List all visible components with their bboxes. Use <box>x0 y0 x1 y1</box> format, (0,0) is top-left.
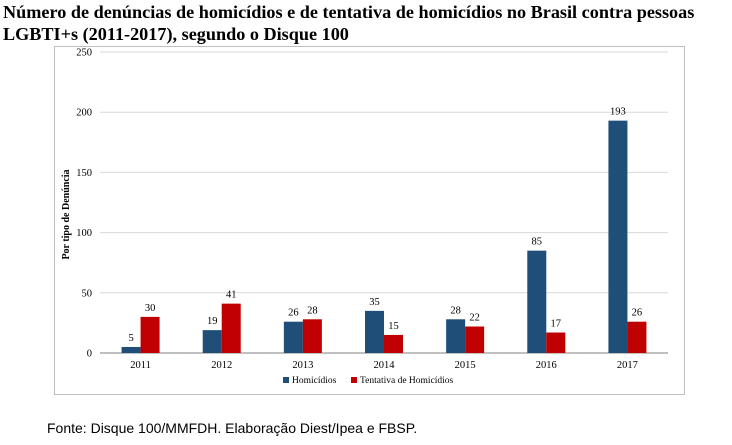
bar-homicidios <box>446 319 466 353</box>
bar-homicidios <box>365 310 384 353</box>
data-label: 26 <box>288 308 299 319</box>
legend-swatch <box>283 377 289 383</box>
bar-homicidios <box>202 330 222 353</box>
y-tick-label: 100 <box>76 228 92 239</box>
y-tick-label: 150 <box>76 168 92 179</box>
bar-tentativa <box>465 326 485 353</box>
bar-tentativa <box>302 319 322 353</box>
x-tick-label: 2016 <box>536 360 557 371</box>
data-label: 17 <box>551 319 562 330</box>
data-label: 28 <box>450 305 461 316</box>
legend-label: Tentativa de Homicídios <box>360 376 454 386</box>
y-tick-label: 250 <box>76 48 92 59</box>
bar-tentativa <box>546 332 566 353</box>
x-tick-label: 2011 <box>130 360 151 371</box>
data-label: 15 <box>388 321 399 332</box>
legend-label: Homicídios <box>292 376 337 386</box>
y-tick-label: 200 <box>76 108 92 119</box>
bar-tentativa <box>627 321 647 353</box>
bar-tentativa <box>384 334 403 353</box>
data-label: 22 <box>469 313 480 324</box>
data-label: 193 <box>610 107 626 118</box>
x-tick-label: 2015 <box>455 360 476 371</box>
x-tick-label: 2017 <box>617 360 638 371</box>
x-tick-label: 2014 <box>374 360 396 371</box>
bar-homicidios <box>527 250 547 353</box>
bar-tentativa <box>221 303 241 353</box>
data-label: 26 <box>632 308 643 319</box>
data-label: 85 <box>532 237 543 248</box>
data-label: 35 <box>369 297 380 308</box>
bar-tentativa <box>140 316 160 353</box>
chart-area <box>54 46 685 395</box>
y-axis-title: Por tipo de Denúncia <box>61 169 72 259</box>
bar-homicidios <box>608 120 628 354</box>
source-note: Fonte: Disque 100/MMFDH. Elaboração Dies… <box>47 420 418 436</box>
chart-title: Número de denúncias de homicídios e de t… <box>3 2 695 44</box>
data-label: 5 <box>128 333 133 344</box>
x-tick-label: 2012 <box>211 360 232 371</box>
data-label: 28 <box>307 305 318 316</box>
bar-homicidios <box>121 346 141 353</box>
y-tick-label: 50 <box>82 288 93 299</box>
y-tick-label: 0 <box>87 349 92 360</box>
x-tick-label: 2013 <box>292 360 313 371</box>
data-label: 41 <box>226 290 237 301</box>
bar-homicidios <box>283 321 303 353</box>
data-label: 30 <box>145 303 156 314</box>
data-label: 19 <box>207 316 218 327</box>
legend-swatch <box>351 377 357 383</box>
